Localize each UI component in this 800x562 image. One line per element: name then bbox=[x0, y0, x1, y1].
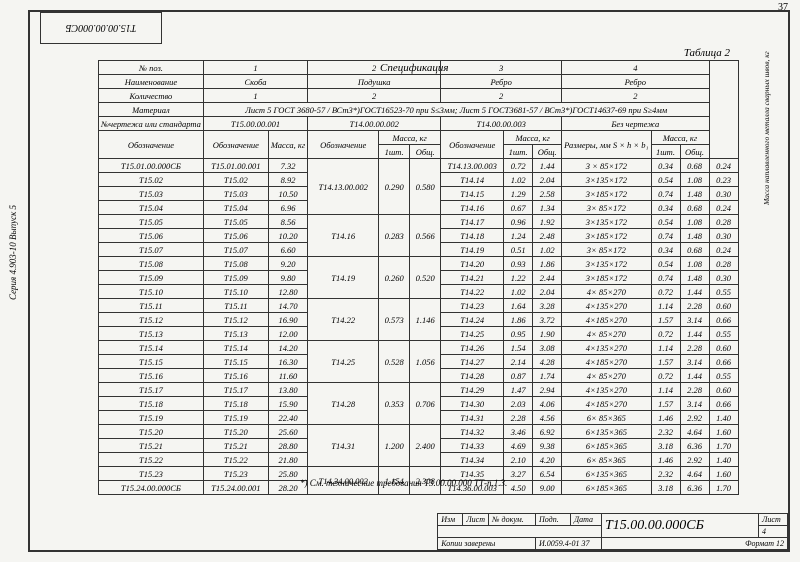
tb-format: Формат 12 bbox=[602, 538, 788, 550]
tb-empty bbox=[438, 526, 602, 538]
drawing-number: Т15.00.00.000СБ bbox=[602, 514, 759, 538]
weld-mass-label: Масса наплавленного металла сварных швов… bbox=[762, 135, 771, 205]
tb-izm: Изм bbox=[438, 514, 463, 526]
tb-inv: И.0059.4-01 37 bbox=[536, 538, 602, 550]
footnote: *) См. технические требования Т3.00.00.0… bbox=[300, 478, 507, 488]
specification-table: № поз.1234НаименованиеСкобаПодушкаРеброР… bbox=[98, 60, 739, 495]
sheet-number: 4 bbox=[759, 526, 788, 538]
left-stamp: Т15.00.00.000СБ bbox=[40, 12, 162, 44]
tb-dokum: № докум. bbox=[489, 514, 536, 526]
tb-sign: Подп. bbox=[536, 514, 571, 526]
sheet-label: Лист bbox=[759, 514, 788, 526]
tb-signer: Копии заверены bbox=[438, 538, 536, 550]
series-label: Серия 4.903-10 Выпуск 5 bbox=[8, 205, 18, 300]
tb-date: Дата bbox=[571, 514, 602, 526]
tb-list: Лист bbox=[463, 514, 489, 526]
table-caption: Таблица 2 bbox=[684, 47, 730, 59]
title-block: Изм Лист № докум. Подп. Дата Т15.00.00.0… bbox=[437, 513, 788, 550]
